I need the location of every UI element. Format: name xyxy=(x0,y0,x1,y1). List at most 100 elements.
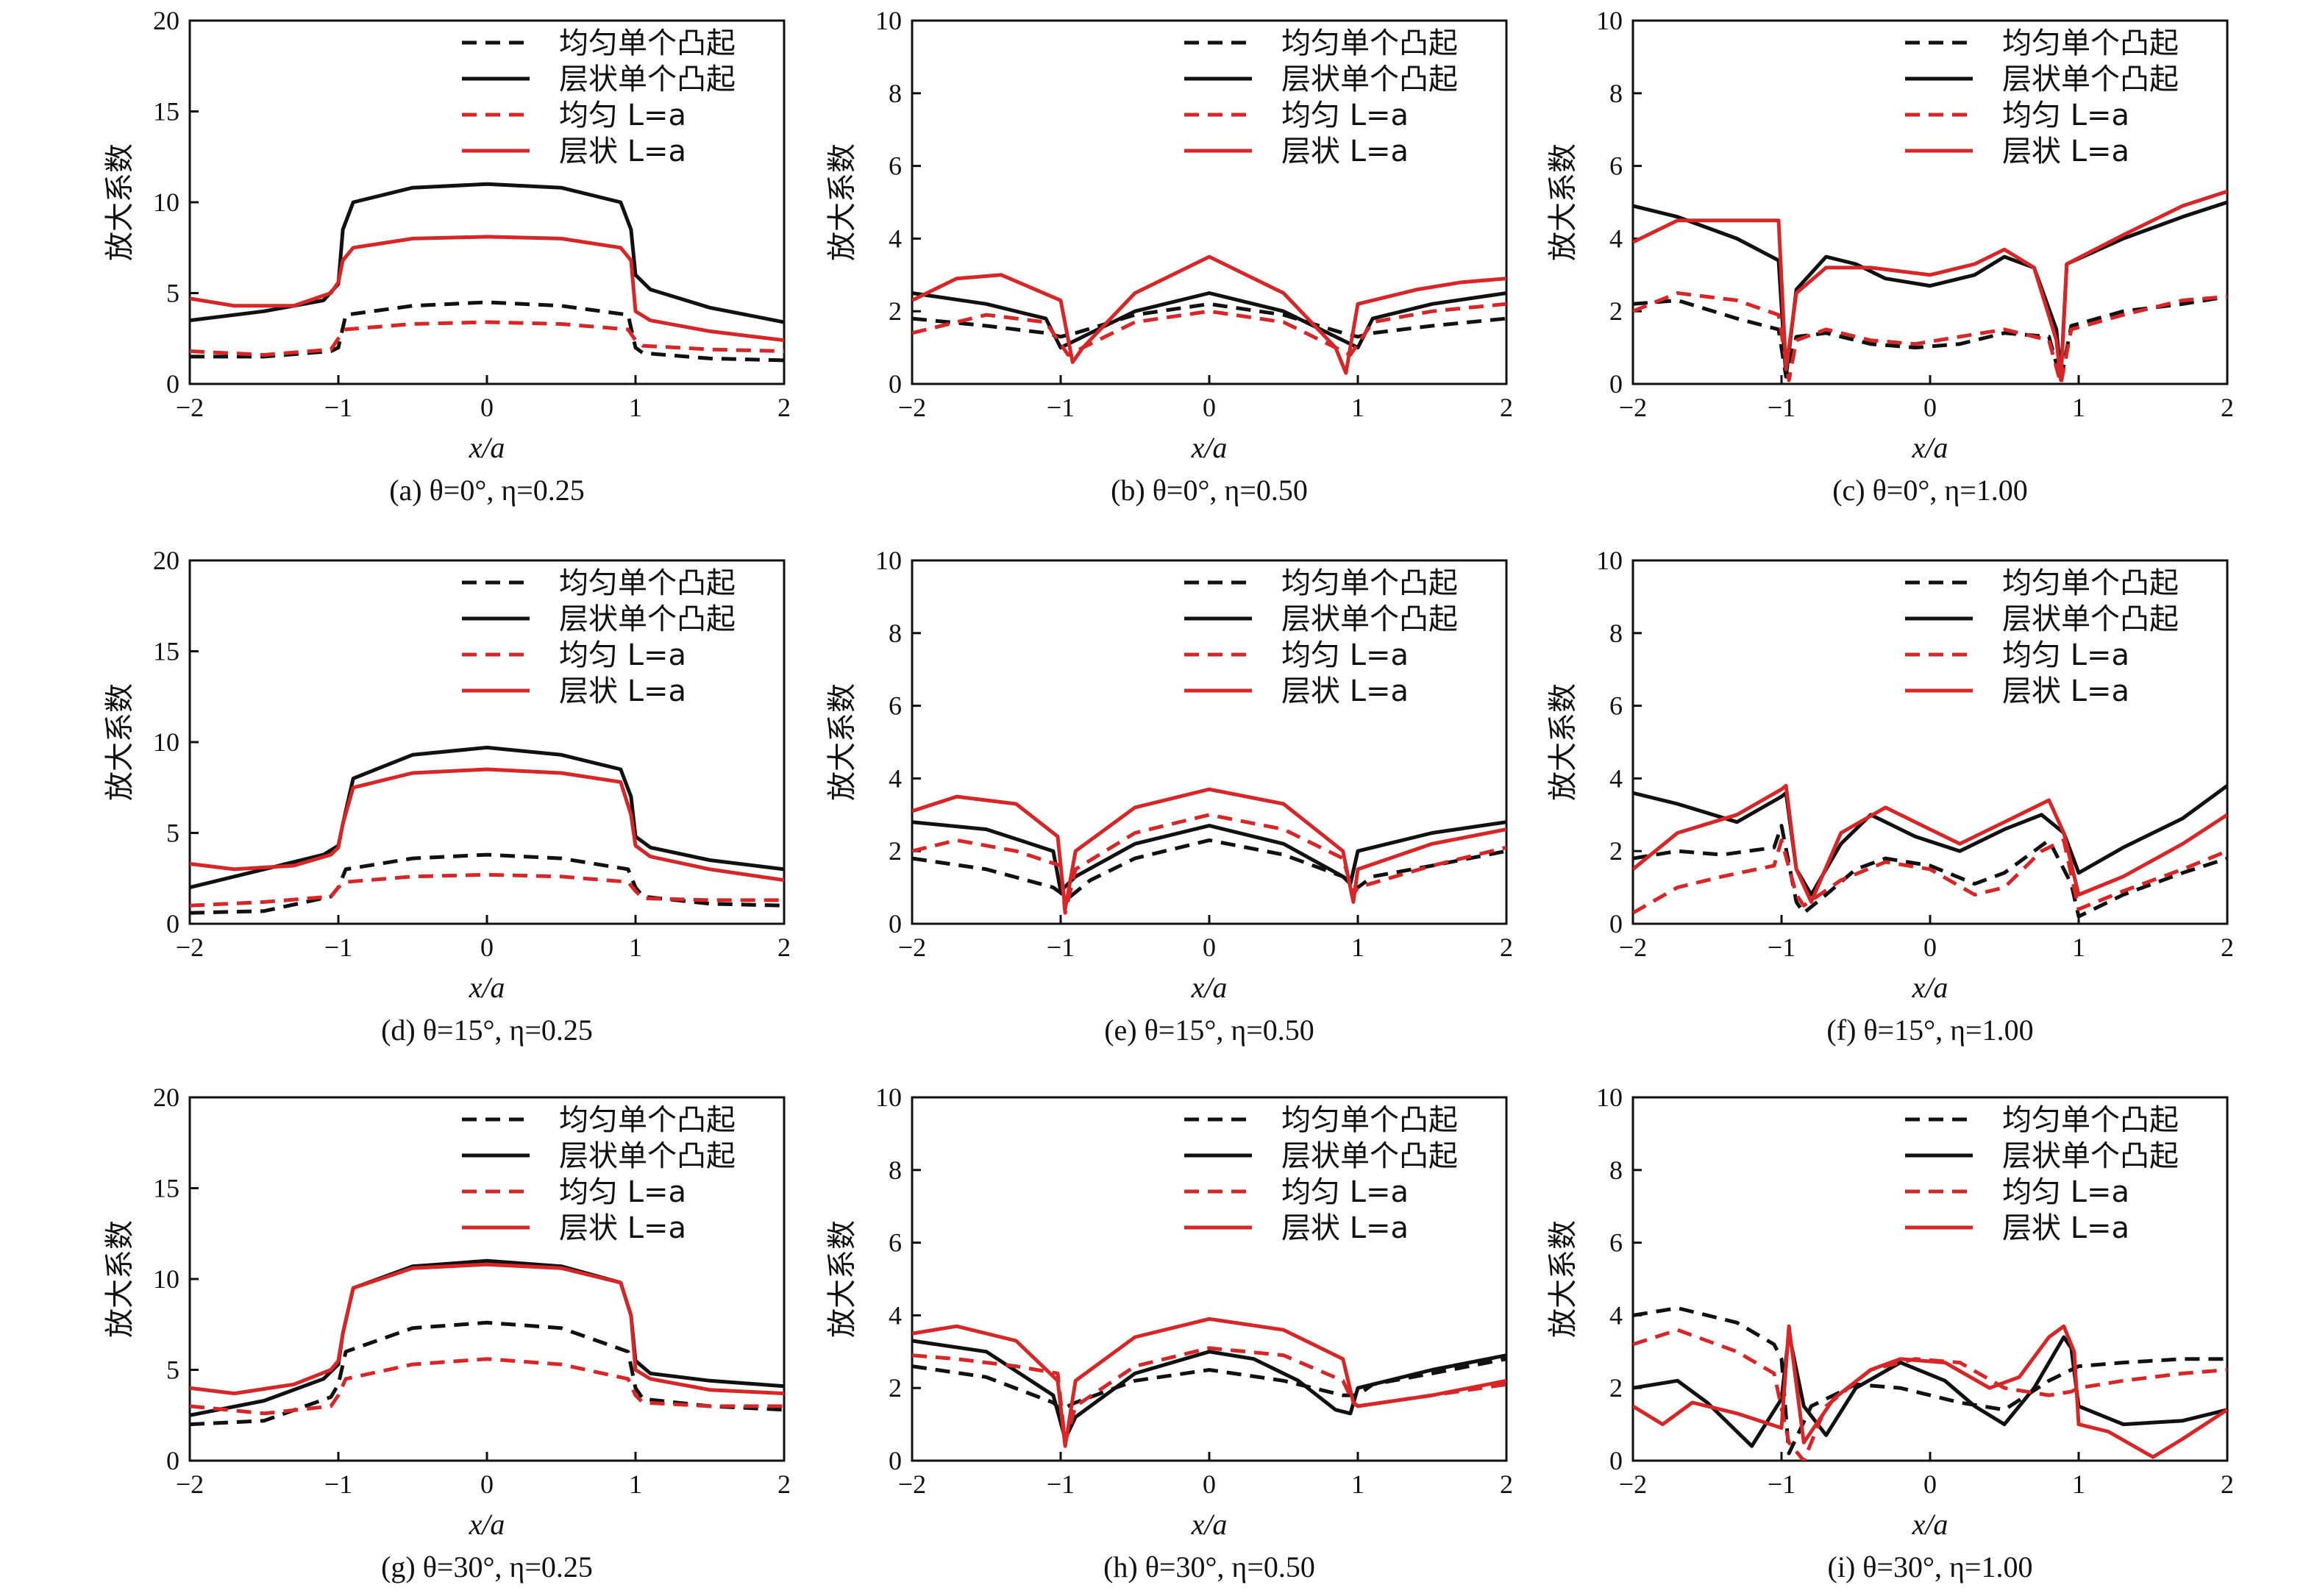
x-tick-label: 2 xyxy=(2221,933,2234,962)
legend-label: 层状 L=a xyxy=(1281,135,1409,168)
x-tick-label: 1 xyxy=(2072,1469,2085,1499)
x-tick-label: 0 xyxy=(1203,393,1216,422)
series-group xyxy=(912,254,1506,375)
x-tick-label: −1 xyxy=(1047,393,1075,422)
y-tick-label: 10 xyxy=(875,546,902,575)
x-tick-label: 2 xyxy=(777,393,791,422)
series-group xyxy=(1633,1306,2227,1461)
y-tick-label: 5 xyxy=(166,1355,179,1385)
series-line xyxy=(190,300,784,363)
y-tick-label: 0 xyxy=(1609,369,1623,399)
series-line xyxy=(1633,1324,2227,1459)
x-tick-label: −2 xyxy=(898,393,926,422)
y-tick-label: 0 xyxy=(1609,909,1623,938)
series-line xyxy=(912,838,1506,900)
legend-label: 均匀单个凸起 xyxy=(2002,26,2179,60)
y-tick-label: 5 xyxy=(166,279,179,308)
y-axis-label: 放大系数 xyxy=(825,683,859,801)
series-line xyxy=(190,182,784,324)
legend-label: 层状 L=a xyxy=(2002,1211,2129,1245)
legend-label: 均匀单个凸起 xyxy=(1281,566,1458,600)
x-tick-label: 2 xyxy=(777,933,791,962)
chart-caption: (i) θ=30°, η=1.00 xyxy=(1828,1550,2033,1583)
legend-label: 层状 L=a xyxy=(559,1211,686,1245)
y-tick-label: 6 xyxy=(1609,152,1623,181)
x-tick-label: 1 xyxy=(629,933,642,962)
series-line xyxy=(190,767,784,883)
y-tick-label: 6 xyxy=(889,691,902,721)
x-tick-label: −2 xyxy=(898,933,926,962)
y-tick-label: 20 xyxy=(153,6,179,35)
x-tick-label: 1 xyxy=(629,1469,642,1499)
x-tick-label: 1 xyxy=(2072,393,2085,422)
x-tick-label: 0 xyxy=(1923,393,1937,422)
y-tick-label: 20 xyxy=(153,1083,179,1112)
x-tick-label: −1 xyxy=(1768,1469,1795,1499)
y-tick-label: 2 xyxy=(889,836,902,866)
y-tick-label: 15 xyxy=(153,1174,179,1203)
y-tick-label: 2 xyxy=(1609,836,1623,866)
legend-label: 层状 L=a xyxy=(2002,135,2129,168)
y-tick-label: 15 xyxy=(153,637,179,666)
legend-label: 均匀 L=a xyxy=(559,1175,686,1209)
x-tick-label: 0 xyxy=(1923,933,1937,962)
legend-label: 层状单个凸起 xyxy=(1281,63,1458,96)
series-line xyxy=(912,1317,1506,1448)
series-group xyxy=(1633,189,2227,384)
series-line xyxy=(1633,824,2227,919)
x-axis-label: x/a xyxy=(1191,971,1228,1004)
legend-label: 层状单个凸起 xyxy=(1281,1139,1458,1173)
y-tick-label: 0 xyxy=(1609,1446,1623,1475)
y-tick-label: 4 xyxy=(1609,224,1623,253)
chart-caption: (h) θ=30°, η=0.50 xyxy=(1103,1550,1315,1583)
x-tick-label: 1 xyxy=(1351,933,1364,962)
y-tick-label: 0 xyxy=(166,909,179,938)
y-axis-label: 放大系数 xyxy=(103,1220,137,1338)
y-tick-label: 6 xyxy=(889,152,902,181)
series-line xyxy=(190,235,784,343)
y-tick-label: 10 xyxy=(1596,1083,1623,1112)
series-line xyxy=(912,820,1506,893)
y-tick-label: 0 xyxy=(889,369,902,399)
x-tick-label: 1 xyxy=(2072,933,2085,962)
y-axis-label: 放大系数 xyxy=(825,143,859,261)
x-axis-label: x/a xyxy=(1912,971,1948,1004)
y-tick-label: 10 xyxy=(875,1083,902,1112)
y-tick-label: 8 xyxy=(889,79,902,108)
series-line xyxy=(190,1258,784,1417)
y-tick-label: 4 xyxy=(889,1300,902,1330)
legend-label: 均匀单个凸起 xyxy=(2002,1103,2179,1137)
chart-caption: (b) θ=0°, η=0.50 xyxy=(1111,474,1308,507)
legend-label: 均匀单个凸起 xyxy=(559,26,736,60)
series-line xyxy=(1633,189,2227,382)
x-tick-label: −2 xyxy=(176,933,204,962)
x-tick-label: 1 xyxy=(1351,1469,1364,1499)
chart-caption: (c) θ=0°, η=1.00 xyxy=(1832,474,2028,507)
y-tick-label: 0 xyxy=(889,1446,902,1475)
x-tick-label: 0 xyxy=(480,933,494,962)
y-tick-label: 8 xyxy=(1609,619,1623,648)
series-line xyxy=(912,254,1506,375)
series-line xyxy=(190,1357,784,1416)
x-axis-label: x/a xyxy=(469,971,505,1004)
y-tick-label: 20 xyxy=(153,546,179,575)
chart-caption: (d) θ=15°, η=0.25 xyxy=(381,1013,593,1047)
series-line xyxy=(1633,784,2227,897)
y-tick-label: 15 xyxy=(153,97,179,127)
series-line xyxy=(190,745,784,890)
series-line xyxy=(1633,1331,2227,1448)
legend-label: 均匀单个凸起 xyxy=(559,566,736,600)
x-tick-label: 2 xyxy=(1500,933,1513,962)
y-tick-label: 10 xyxy=(875,6,902,35)
legend-label: 层状单个凸起 xyxy=(2002,602,2179,636)
series-line xyxy=(912,1357,1506,1412)
legend-label: 均匀单个凸起 xyxy=(1281,1103,1458,1137)
y-tick-label: 4 xyxy=(889,224,902,253)
legend-label: 层状 L=a xyxy=(1281,674,1409,708)
x-tick-label: −1 xyxy=(1768,933,1795,962)
